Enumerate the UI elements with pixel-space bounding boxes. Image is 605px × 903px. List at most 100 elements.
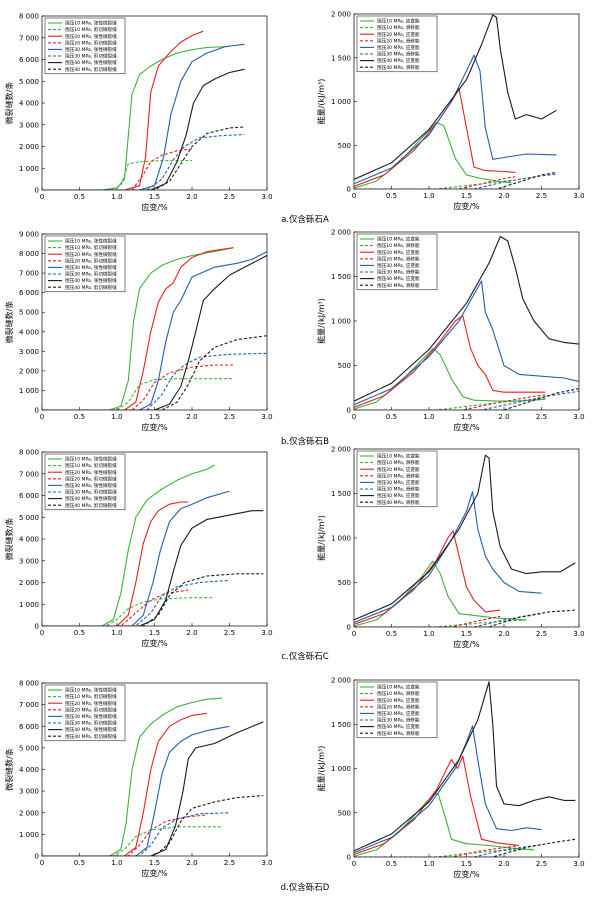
y-tick-label: 8 000 [19,13,39,21]
y-tick-label: 5 000 [19,514,39,522]
legend-label: 围压30 MPa, 滑移能 [377,269,420,276]
legend-label: 围压30 MPa, 应变能 [377,479,420,486]
legend-label: 围压10 MPa, 滑移能 [377,24,420,31]
series-line [42,490,230,626]
series-line [354,14,557,180]
legend-label: 围压10 MPa, 张性微裂缝 [65,238,117,245]
x-tick-label: 0 [352,630,356,638]
series-line [42,725,230,856]
x-tick-label: 1.5 [149,859,160,867]
legend-label: 围压30 MPa, 应变能 [377,44,420,51]
series-line [354,394,546,410]
series-line [42,712,208,856]
y-tick-label: 7 000 [19,34,39,42]
x-tick-label: 2.5 [224,193,235,201]
series-line [354,838,576,857]
x-tick-label: 2.5 [224,413,235,421]
legend-label: 围压30 MPa, 剪切微裂缝 [65,720,117,727]
y-tick-label: 9 000 [19,231,39,239]
series-line [42,378,234,410]
legend-label: 围压20 MPa, 应变能 [377,249,420,256]
series-line [354,491,542,624]
series-group [354,681,576,857]
y-tick-label: 2 000 [19,143,39,151]
series-line [42,721,264,856]
y-tick-label: 500 [338,579,351,587]
legend-box [356,450,438,508]
y-tick-label: 2 000 [331,229,351,237]
series-line [42,30,204,190]
y-tick-label: 1 000 [19,165,39,173]
x-tick-label: 2.0 [498,192,509,200]
series-line [354,792,535,857]
legend-label: 围压10 MPa, 剪切微裂缝 [65,26,117,33]
x-tick-label: 0 [40,629,44,637]
series-line [42,148,193,190]
legend-label: 围压40 MPa, 滑移能 [377,499,420,506]
y-tick-label: 3 000 [19,348,39,356]
y-tick-label: 1 500 [331,721,351,729]
legend-label: 围压40 MPa, 张性微裂缝 [65,59,117,66]
legend-label: 围压40 MPa, 张性微裂缝 [65,277,117,284]
series-group [42,464,264,626]
x-tick-label: 1.5 [461,860,472,868]
legend-label: 围压10 MPa, 剪切微裂缝 [65,244,117,251]
series-line [354,87,516,187]
chart-b-crack-count: 0 0.5 1.0 1.5 2.0 2.5 3.0 0 1 000 2 000 3 000 4 000… [4,231,273,433]
x-tick-label: 0 [352,413,356,421]
y-tick-label: 7 000 [19,701,39,709]
chart-c-energy: 0 0.5 1.0 1.5 2.0 2.5 3.0 0 500 1 000 1 500 2 000 应变… [316,446,585,650]
y-tick-label: 0 [347,854,351,862]
x-tick-label: 1.5 [149,193,160,201]
x-tick-label: 1.5 [461,413,472,421]
x-tick-label: 2.0 [498,860,509,868]
legend-label: 围压20 MPa, 滑移能 [377,37,420,44]
chart-a-crack-count: 0 0.5 1.0 1.5 2.0 2.5 3.0 0 1 000 2 000 3 000 4 000… [4,13,273,213]
legend-label: 围压30 MPa, 剪切微裂缝 [65,53,117,60]
legend-label: 围压30 MPa, 剪切微裂缝 [65,489,117,496]
x-axis-label: 应变/% [453,422,480,432]
legend-label: 围压10 MPa, 应变能 [377,18,420,25]
series-line [354,560,527,627]
series-line [354,755,520,855]
series-line [42,573,264,626]
legend-label: 围压30 MPa, 应变能 [377,262,420,269]
y-tick-label: 4 000 [19,100,39,108]
x-axis-label: 应变/% [453,201,480,211]
y-tick-label: 8 000 [19,250,39,258]
x-axis-label: 应变/% [453,639,480,649]
y-tick-label: 1 000 [331,318,351,326]
legend-label: 围压20 MPa, 张性微裂缝 [65,700,117,707]
y-tick-label: 2 000 [331,446,351,454]
legend-label: 围压10 MPa, 应变能 [377,236,420,243]
y-tick-label: 5 000 [19,78,39,86]
legend-box [44,684,126,742]
y-tick-label: 4 000 [19,766,39,774]
legend-box [356,681,438,739]
x-tick-label: 2.5 [536,630,547,638]
y-tick-label: 500 [338,362,351,370]
x-tick-label: 2.0 [186,859,197,867]
legend-label: 围压40 MPa, 应变能 [377,723,420,730]
y-tick-label: 6 000 [19,56,39,64]
legend-label: 围压30 MPa, 滑移能 [377,51,420,58]
series-line [354,315,546,408]
x-tick-label: 2.5 [224,629,235,637]
y-tick-label: 6 000 [19,723,39,731]
x-tick-label: 1.5 [149,629,160,637]
series-line [42,43,245,190]
series-group [42,30,245,190]
legend-label: 围压40 MPa, 剪切微裂缝 [65,502,117,509]
x-tick-label: 0 [40,413,44,421]
series-line [354,173,557,189]
y-tick-label: 6 000 [19,289,39,297]
legend-label: 围压10 MPa, 张性微裂缝 [65,20,117,27]
x-tick-label: 3.0 [261,629,272,637]
y-tick-label: 7 000 [19,270,39,278]
legend-label: 围压40 MPa, 滑移能 [377,730,420,737]
x-tick-label: 3.0 [573,413,584,421]
